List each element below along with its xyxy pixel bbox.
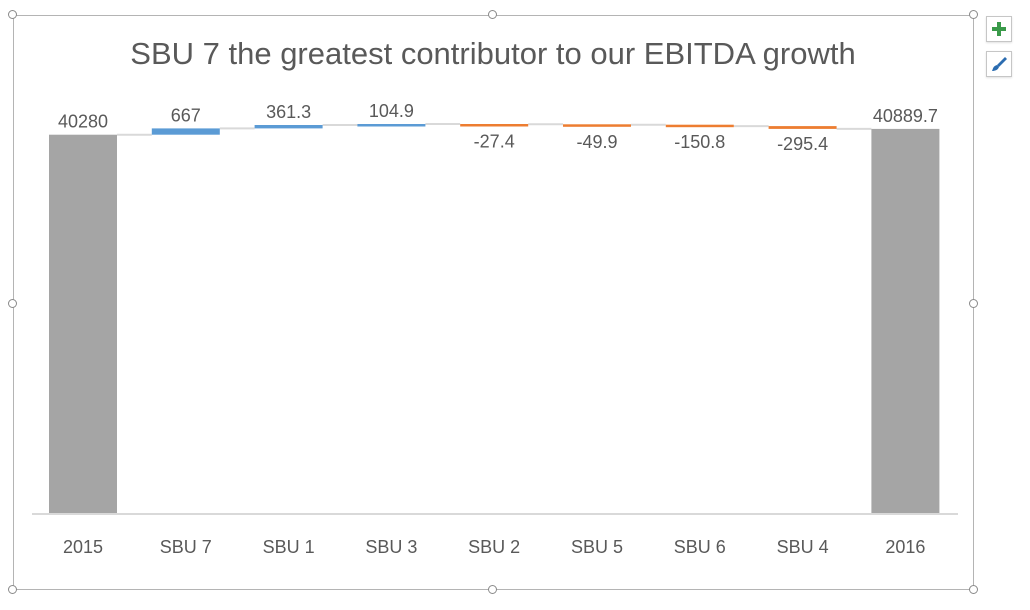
category-tick-label: SBU 2 (468, 537, 520, 557)
bar-sbu-7[interactable] (151, 128, 220, 135)
bar-sbu-1[interactable] (254, 125, 323, 129)
resize-handle-top-right[interactable] (969, 10, 978, 19)
paintbrush-icon (992, 57, 1007, 71)
chart-elements-button[interactable] (986, 16, 1012, 42)
data-label: 40280 (58, 112, 108, 132)
data-label: 104.9 (369, 101, 414, 121)
data-label: 40889.7 (873, 106, 938, 126)
category-tick-label: SBU 1 (263, 537, 315, 557)
category-tick-label: SBU 3 (365, 537, 417, 557)
resize-handle-bottom-right[interactable] (969, 585, 978, 594)
bar-sbu-5[interactable] (563, 124, 631, 127)
bar-sbu-3[interactable] (357, 124, 426, 127)
resize-handle-left[interactable] (8, 299, 17, 308)
bar-2015[interactable] (49, 134, 117, 514)
chart-styles-button[interactable] (986, 51, 1012, 77)
resize-handle-top-left[interactable] (8, 10, 17, 19)
resize-handle-bottom[interactable] (488, 585, 497, 594)
resize-handle-bottom-left[interactable] (8, 585, 17, 594)
data-labels: 40280 667 361.3 104.9 -27.4 -49.9 -150.8 -295.4… (58, 101, 938, 154)
category-tick-label: 2016 (885, 537, 925, 557)
category-tick-label: SBU 5 (571, 537, 623, 557)
chart-title: SBU 7 the greatest contributor to our EB… (130, 36, 855, 71)
data-label: -150.8 (674, 132, 725, 152)
data-label: -295.4 (777, 134, 828, 154)
category-tick-label: SBU 6 (674, 537, 726, 557)
category-tick-labels: 2015 SBU 7 SBU 1 SBU 3 SBU 2 SBU 5 SBU 6 SBU 4 2… (63, 537, 925, 557)
plus-icon (992, 22, 1006, 36)
category-tick-label: SBU 4 (777, 537, 829, 557)
category-tick-label: 2015 (63, 537, 103, 557)
bar-2016[interactable] (871, 128, 940, 514)
bars (49, 124, 940, 514)
category-tick-label: SBU 7 (160, 537, 212, 557)
data-label: -27.4 (474, 132, 515, 152)
data-label: 667 (171, 105, 201, 125)
data-label: -49.9 (576, 132, 617, 152)
resize-handle-right[interactable] (969, 299, 978, 308)
data-label: 361.3 (266, 102, 311, 122)
connector-lines (117, 123, 872, 136)
bar-sbu-4[interactable] (768, 126, 837, 129)
bar-sbu-6[interactable] (665, 124, 734, 128)
resize-handle-top[interactable] (488, 10, 497, 19)
bar-sbu-2[interactable] (460, 124, 529, 127)
